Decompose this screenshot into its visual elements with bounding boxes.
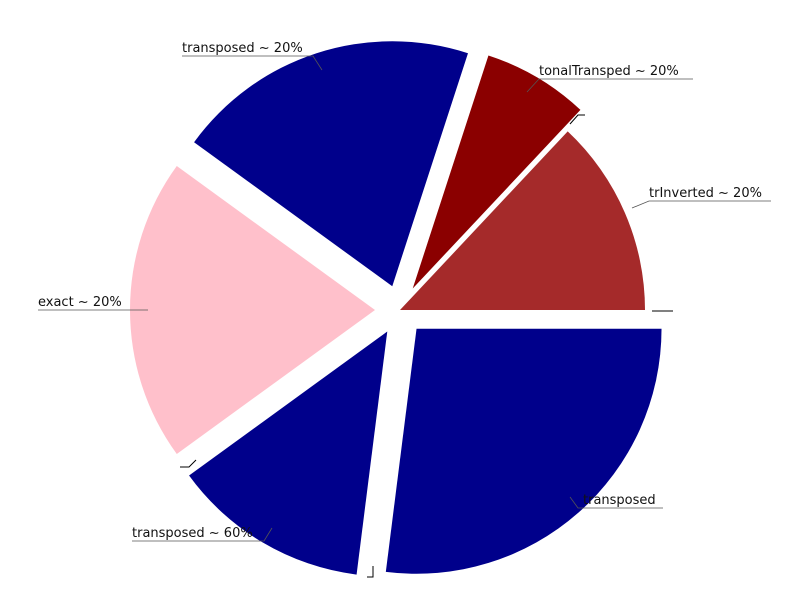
slice-label-transposed: transposed: [583, 493, 656, 508]
slice-label-exact: exact ~ 20%: [38, 295, 122, 310]
leader-line-transposed-20: [182, 55, 323, 71]
leader-line-transposed-60: [132, 527, 273, 542]
leader-line-tonaltransped: [526, 78, 693, 93]
labels-layer: trInverted ~ 20% tonalTransped ~ 20% tra…: [38, 41, 762, 541]
pie-slice-transposed-60: [189, 331, 388, 575]
leader-line-trinverted: [631, 200, 771, 209]
pie-slice-transposed-20: [194, 41, 468, 287]
unlabeled-leader-stub: [569, 114, 585, 125]
slice-label-transposed-60: transposed ~ 60%: [132, 526, 253, 541]
leader-line-transposed: [569, 496, 663, 509]
slice-label-transposed-20: transposed ~ 20%: [182, 41, 303, 56]
slice-label-trinverted: trInverted ~ 20%: [649, 186, 762, 201]
pie-slice-exact: [130, 165, 375, 455]
leaders-layer: [38, 55, 771, 542]
pie-slice-transposed: [385, 328, 662, 574]
slice-label-tonaltransped: tonalTransped ~ 20%: [539, 64, 679, 79]
pie-slice-tonaltransped: [412, 55, 581, 289]
unlabeled-leader-stub: [367, 566, 374, 578]
unlabeled-leader-stub: [180, 459, 197, 468]
unlabeled-slice-leaders: [180, 114, 673, 578]
pie-slice-trinverted: [400, 131, 645, 310]
slices-layer: [130, 41, 662, 575]
